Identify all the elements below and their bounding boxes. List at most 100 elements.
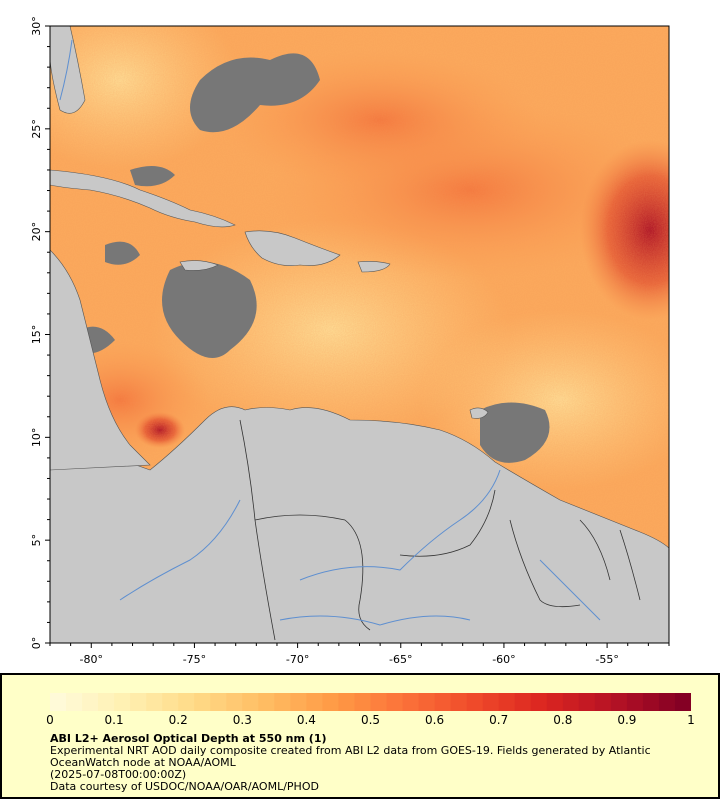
latitude-tick-label: 0°	[30, 637, 43, 650]
caption-credit: Data courtesy of USDOC/NOAA/OAR/AOML/PHO…	[50, 780, 319, 793]
colorbar-segment	[562, 693, 580, 711]
colorbar-segment	[450, 693, 468, 711]
trinidad	[469, 407, 489, 419]
colorbar-tick-label: 0.2	[168, 713, 188, 727]
river-line	[59, 39, 73, 101]
longitude-tick-label: -55°	[595, 653, 618, 666]
latitude-tick-label: 10°	[30, 428, 43, 448]
colorbar-segment	[98, 693, 115, 711]
colorbar-segment	[498, 693, 516, 711]
colorbar-tick-label: 0.5	[360, 713, 381, 727]
colorbar-segment	[674, 693, 691, 711]
colorbar-segment	[50, 693, 67, 711]
hispaniola	[244, 230, 341, 266]
longitude-tick-label: -65°	[389, 653, 412, 666]
latitude-tick-label: 25°	[30, 119, 43, 139]
colorbar-segment	[626, 693, 644, 711]
longitude-tick-label: -75°	[183, 653, 206, 666]
caption-line: OceanWatch node at NOAA/AOML	[50, 756, 236, 769]
no-data-patch	[190, 53, 320, 133]
longitude-tick-label: -80°	[80, 653, 103, 666]
map-figure: -80° -75° -70° -65° -60° -55° 0° 5° 10° 15° 20° 25…	[30, 16, 670, 666]
colorbar-segment	[66, 693, 83, 711]
colorbar-tick-label: 0.3	[232, 713, 252, 727]
no-data-patch	[480, 402, 550, 463]
colorbar-segment	[386, 693, 404, 711]
colorbar-segment	[514, 693, 532, 711]
colorbar-segment	[482, 693, 500, 711]
no-data-patch	[162, 262, 257, 358]
colorbar-segment	[242, 693, 259, 711]
colorbar-segment	[546, 693, 564, 711]
colorbar-segment	[338, 693, 355, 711]
longitude-axis: -80° -75° -70° -65° -60° -55°	[49, 643, 670, 666]
caption-title: ABI L2+ Aerosol Optical Depth at 550 nm …	[50, 732, 327, 745]
latitude-tick-label: 15°	[30, 325, 43, 345]
border-line	[239, 419, 276, 641]
colorbar-tick-label: 0.9	[617, 713, 637, 727]
colorbar	[50, 693, 691, 711]
colorbar-segment	[354, 693, 371, 711]
puerto-rico	[357, 261, 391, 273]
colorbar-tick-label: 0.4	[296, 713, 316, 727]
colorbar-segment	[162, 693, 179, 711]
south-america	[50, 406, 669, 643]
colorbar-labels: 0 0.1 0.2 0.3 0.4 0.5 0.6 0.7 0.8 0.9 1	[2, 713, 718, 729]
colorbar-tick-label: 0.8	[553, 713, 573, 727]
colorbar-segment	[258, 693, 275, 711]
colorbar-segment	[466, 693, 484, 711]
border-line	[399, 489, 496, 557]
colorbar-segment	[290, 693, 307, 711]
border-line	[579, 519, 611, 581]
river-line	[119, 499, 241, 601]
latitude-axis: 0° 5° 10° 15° 20° 25° 30°	[30, 16, 50, 649]
colorbar-segment	[578, 693, 596, 711]
colorbar-tick-label: 0.6	[425, 713, 445, 727]
colorbar-tick-label: 1	[687, 713, 695, 727]
colorbar-segment	[210, 693, 227, 711]
colorbar-segment	[194, 693, 211, 711]
colorbar-segment	[114, 693, 131, 711]
cuba	[50, 169, 236, 228]
central-america	[50, 249, 151, 471]
land-masses	[50, 26, 669, 643]
colorbar-segment	[370, 693, 388, 711]
longitude-tick-label: -70°	[286, 653, 309, 666]
river-line	[299, 469, 501, 581]
caption-date: (2025-07-08T00:00:00Z)	[50, 768, 187, 781]
colorbar-segment	[610, 693, 628, 711]
border-line	[254, 514, 346, 521]
colorbar-segment	[306, 693, 323, 711]
latitude-tick-label: 5°	[30, 534, 43, 547]
colorbar-segment	[402, 693, 420, 711]
colorbar-tick-label: 0	[46, 713, 54, 727]
colorbar-segment	[130, 693, 147, 711]
colorbar-segment	[594, 693, 612, 711]
legend-panel: 0 0.1 0.2 0.3 0.4 0.5 0.6 0.7 0.8 0.9 1 ABI L2+ Ae…	[0, 673, 720, 799]
colorbar-segment	[274, 693, 291, 711]
rivers	[59, 39, 601, 626]
colorbar-segment	[226, 693, 243, 711]
no-data-patch	[130, 166, 175, 187]
colorbar-tick-label: 0.7	[489, 713, 509, 727]
colorbar-segment	[82, 693, 99, 711]
no-data-patch	[105, 241, 140, 265]
caption: ABI L2+ Aerosol Optical Depth at 550 nm …	[50, 733, 690, 793]
river-line	[279, 615, 471, 626]
border-line	[509, 519, 581, 608]
jamaica	[179, 260, 219, 271]
colorbar-segment	[178, 693, 195, 711]
caption-line: Experimental NRT AOD daily composite cre…	[50, 744, 651, 757]
border-line	[344, 519, 371, 631]
colorbar-tick-label: 0.1	[104, 713, 124, 727]
colorbar-segment	[322, 693, 339, 711]
border-line	[619, 529, 641, 601]
colorbar-segment	[658, 693, 676, 711]
longitude-tick-label: -60°	[492, 653, 515, 666]
colorbar-segment	[418, 693, 436, 711]
aod-field	[50, 26, 669, 643]
colorbar-segment	[146, 693, 163, 711]
country-borders	[239, 419, 641, 641]
latitude-tick-label: 30°	[30, 16, 43, 36]
latitude-tick-label: 20°	[30, 222, 43, 242]
